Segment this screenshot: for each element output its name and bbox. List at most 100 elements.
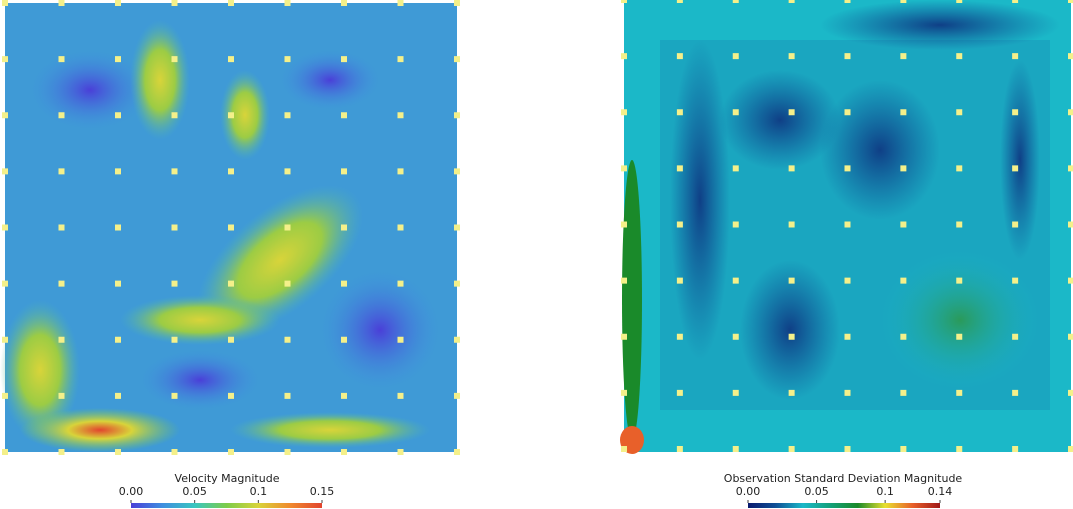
observation-dot xyxy=(284,392,291,399)
observation-dot xyxy=(171,0,178,6)
observation-dot xyxy=(1012,446,1019,452)
observation-dot xyxy=(2,336,8,343)
observation-dot xyxy=(228,449,234,455)
observation-dot xyxy=(676,53,683,60)
observation-dot xyxy=(956,53,963,60)
observation-dot xyxy=(115,0,121,6)
colorbar-tick-label: 0.05 xyxy=(182,485,207,498)
field-region xyxy=(820,80,940,220)
observation-dot xyxy=(956,165,963,172)
observation-dot xyxy=(1068,277,1073,284)
observation-dot xyxy=(676,0,683,3)
observation-dot xyxy=(900,446,907,452)
observation-dot xyxy=(115,392,121,399)
field-region xyxy=(1000,60,1040,260)
observation-dot xyxy=(1012,0,1019,3)
observation-dot xyxy=(2,224,8,231)
observation-dot xyxy=(621,446,627,452)
observation-dot xyxy=(115,224,121,231)
observation-dot xyxy=(1068,221,1073,228)
observation-dot xyxy=(621,0,627,3)
observation-dot xyxy=(397,280,404,287)
observation-dot xyxy=(454,224,460,231)
observation-dot xyxy=(1068,165,1073,172)
field-region xyxy=(720,70,840,170)
observation-dot xyxy=(341,392,347,399)
observation-dot xyxy=(454,449,460,455)
colorbar-tick-label: 0.05 xyxy=(804,485,829,498)
observation-dot xyxy=(2,392,8,399)
observation-dot xyxy=(284,336,291,343)
field-region xyxy=(196,185,364,335)
observation-dot xyxy=(115,280,121,287)
observation-dot xyxy=(397,56,404,63)
observation-dot xyxy=(58,280,65,287)
observation-dot xyxy=(1068,446,1073,452)
observation-dot xyxy=(454,336,460,343)
observation-dot xyxy=(58,168,65,175)
observation-dot xyxy=(844,221,851,228)
colorbar-title: Velocity Magnitude xyxy=(175,472,280,485)
observation-dot xyxy=(788,0,795,3)
observation-dot xyxy=(900,0,907,3)
observation-dot xyxy=(1012,277,1019,284)
observation-dot xyxy=(676,333,683,340)
observation-dot xyxy=(341,112,347,119)
observation-dot xyxy=(956,446,963,452)
observation-dot xyxy=(2,112,8,119)
observation-dot xyxy=(397,336,404,343)
observation-dot xyxy=(1068,109,1073,116)
colorbar-tick-label: 0.1 xyxy=(876,485,894,498)
observation-dot xyxy=(171,112,178,119)
observation-dot xyxy=(284,112,291,119)
observation-dot xyxy=(732,0,739,3)
observation-dot xyxy=(228,392,234,399)
observation-dot xyxy=(844,277,851,284)
observation-dot xyxy=(1068,0,1073,3)
observation-dot xyxy=(228,0,234,6)
observation-dot xyxy=(1012,389,1019,396)
observation-dot xyxy=(900,109,907,116)
observation-dot xyxy=(171,56,178,63)
observation-dot xyxy=(621,277,627,284)
field-region xyxy=(0,300,80,440)
field-region xyxy=(740,260,840,400)
observation-dot xyxy=(58,449,65,455)
observation-dot xyxy=(732,221,739,228)
observation-dot xyxy=(454,0,460,6)
observation-points xyxy=(2,0,1073,455)
observation-dot xyxy=(788,221,795,228)
observation-dot xyxy=(397,449,404,455)
observation-dot xyxy=(284,0,291,6)
observation-dot xyxy=(171,336,178,343)
observation-dot xyxy=(341,56,347,63)
observation-dot xyxy=(732,165,739,172)
observation-dot xyxy=(676,221,683,228)
observation-dot xyxy=(788,333,795,340)
observation-dot xyxy=(844,446,851,452)
observation-dot xyxy=(788,109,795,116)
observation-dot xyxy=(844,53,851,60)
colorbar xyxy=(748,503,940,508)
observation-dot xyxy=(2,280,8,287)
colorbar-tick-label: 0.15 xyxy=(310,485,335,498)
observation-dot xyxy=(844,333,851,340)
field-region xyxy=(622,160,642,440)
observation-dot xyxy=(341,280,347,287)
observation-dot xyxy=(621,165,627,172)
observation-dot xyxy=(956,389,963,396)
observation-dot xyxy=(1012,53,1019,60)
observation-dot xyxy=(58,392,65,399)
observation-dot xyxy=(58,224,65,231)
observation-dot xyxy=(58,0,65,6)
observation-dot xyxy=(284,56,291,63)
observation-dot xyxy=(171,224,178,231)
observation-dot xyxy=(341,449,347,455)
observation-dot xyxy=(115,336,121,343)
observation-dot xyxy=(676,165,683,172)
observation-dot xyxy=(2,56,8,63)
observation-dot xyxy=(956,109,963,116)
std-field xyxy=(620,0,1071,454)
observation-dot xyxy=(171,449,178,455)
field-region xyxy=(220,70,270,160)
